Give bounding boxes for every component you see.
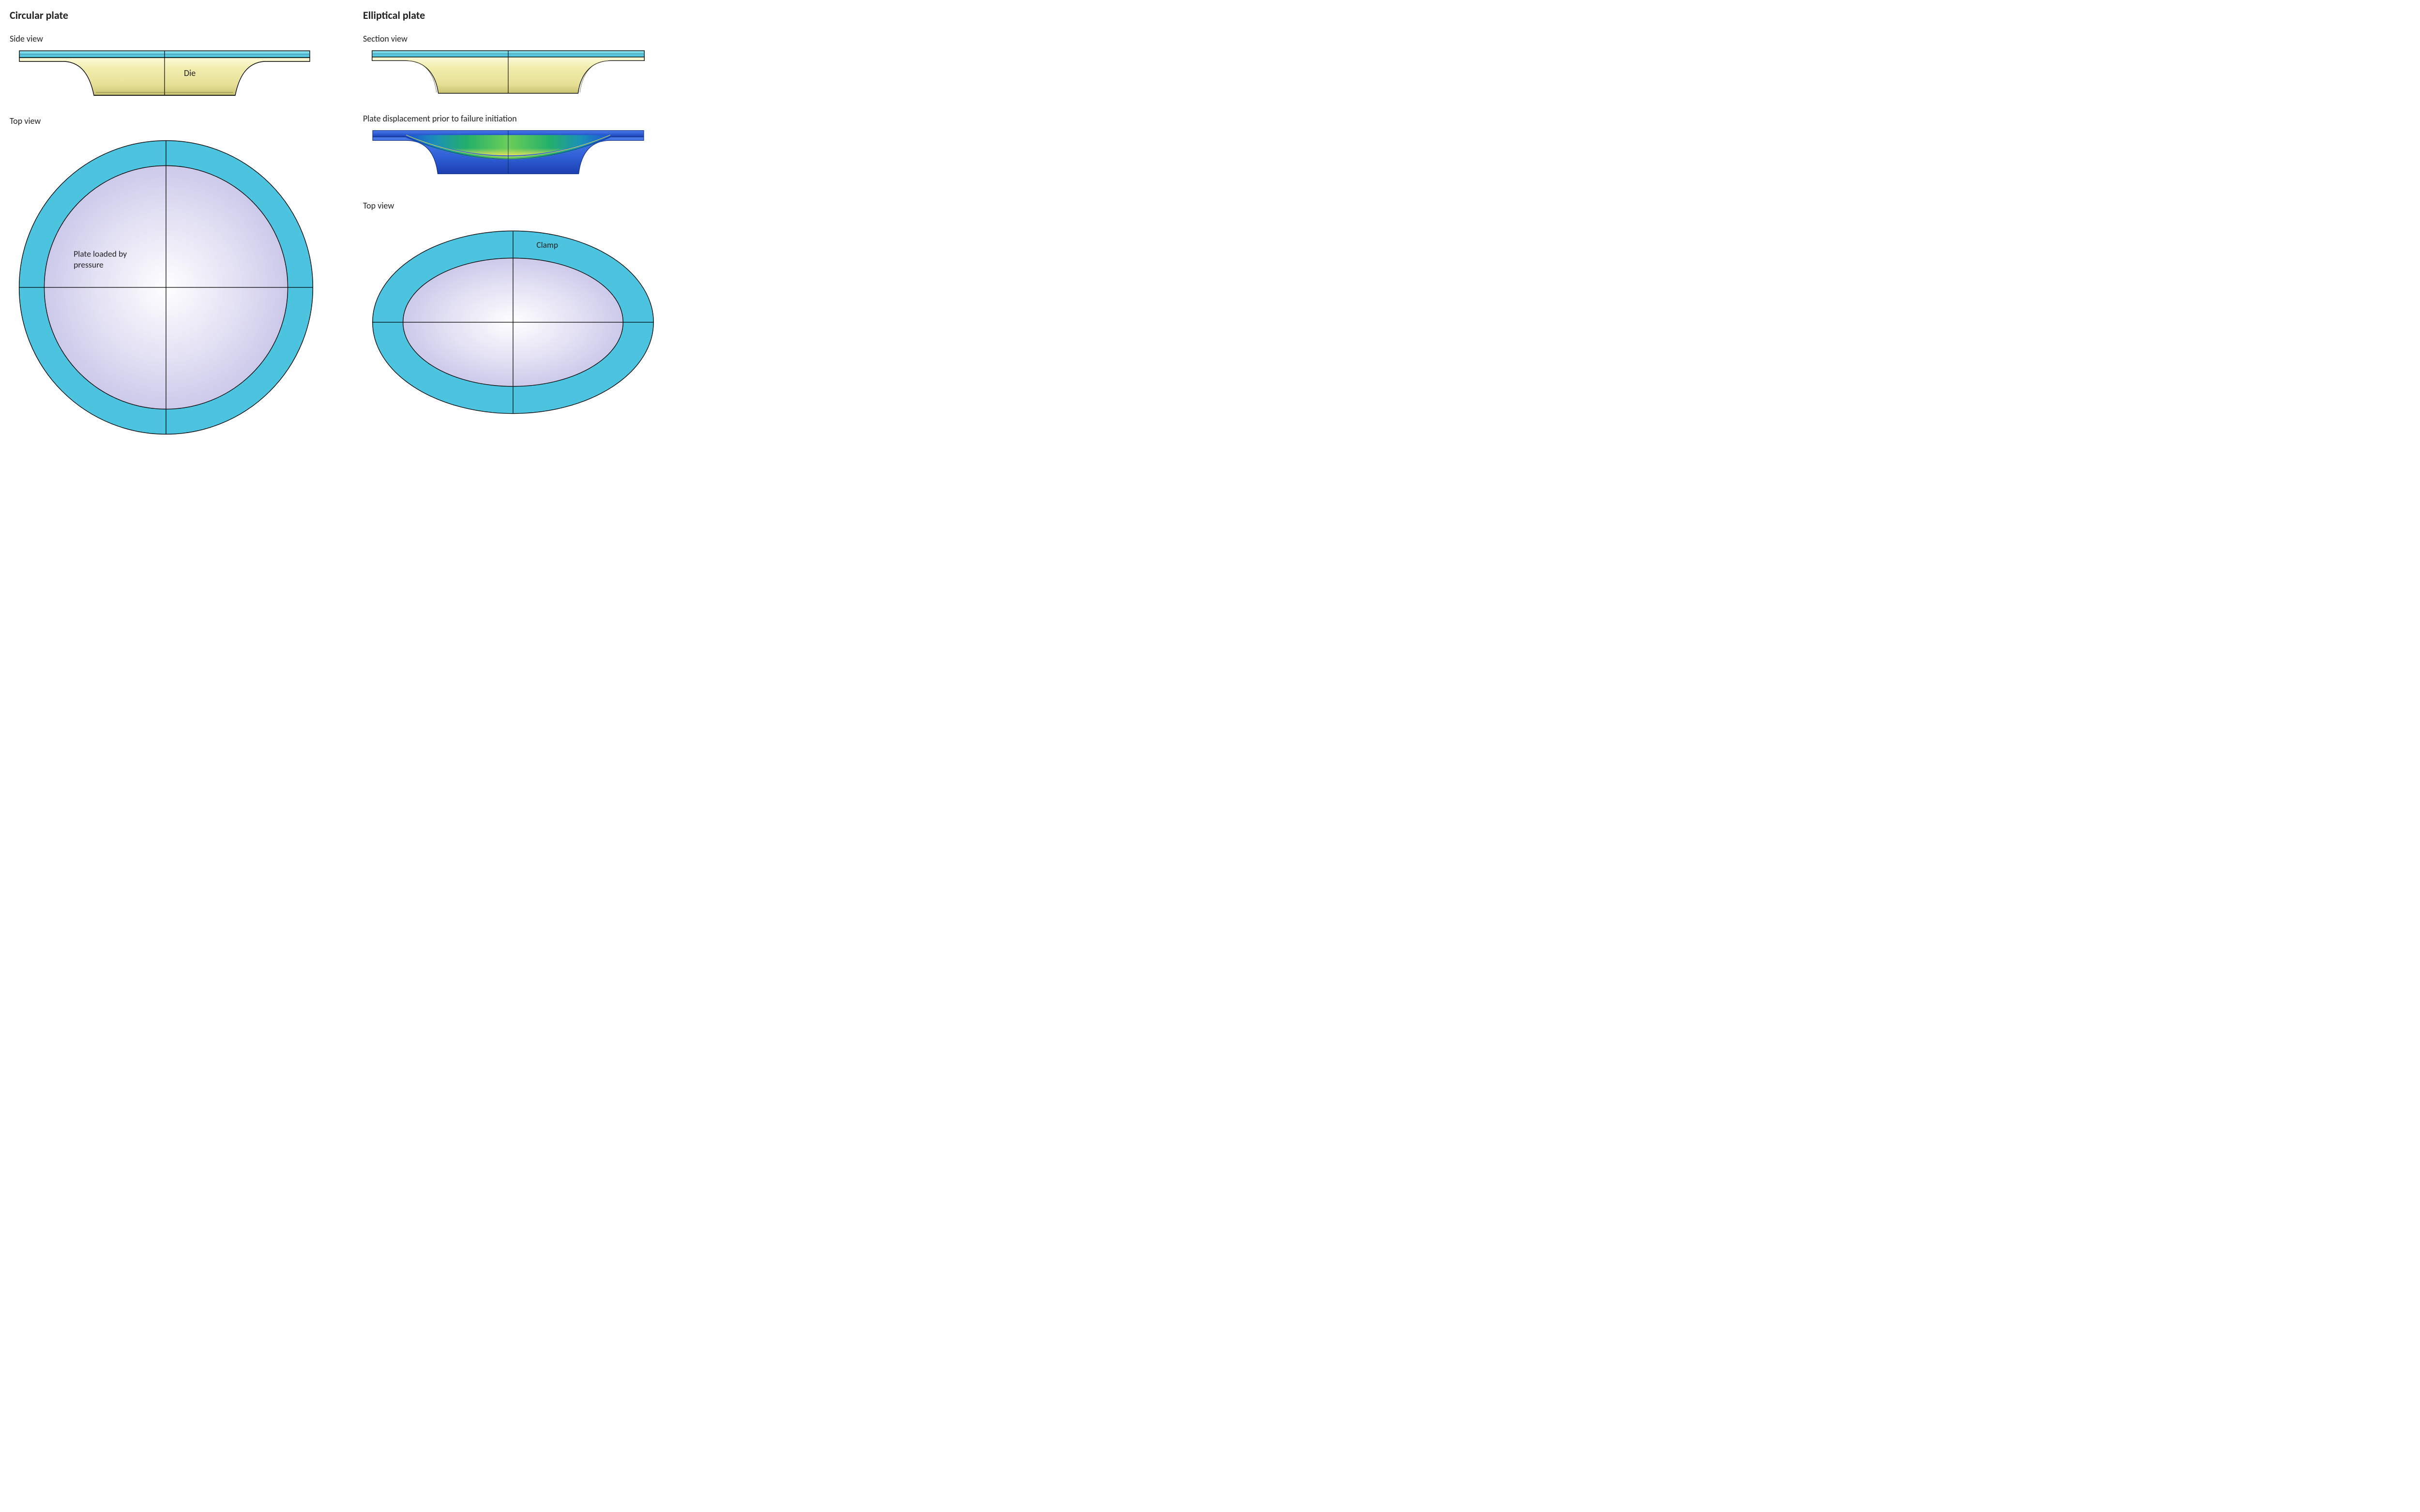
elliptical-displacement-figure: [363, 129, 687, 183]
circular-sideview-figure: Die: [10, 49, 334, 102]
elliptical-title: Elliptical plate: [363, 9, 687, 22]
clamp-annotation: Clamp: [536, 240, 558, 250]
plate-annotation-line2: pressure: [74, 259, 104, 270]
die-annotation: Die: [184, 68, 196, 78]
right-column: Elliptical plate Section view: [363, 9, 687, 457]
elliptical-section-figure: [363, 49, 687, 100]
circular-topview-block: Top view: [10, 116, 334, 444]
elliptical-topview-label: Top view: [363, 200, 687, 211]
elliptical-section-block: Section view: [363, 33, 687, 100]
circular-topview-label: Top view: [10, 116, 334, 126]
elliptical-topview-figure: Clamp: [363, 222, 687, 423]
elliptical-displacement-block: Plate displacement prior to failure init…: [363, 113, 687, 183]
circular-topview-figure: Plate loaded by pressure: [10, 131, 334, 444]
circular-sideview-label: Side view: [10, 33, 334, 44]
plate-annotation-line1: Plate loaded by: [74, 248, 127, 259]
elliptical-topview-block: Top view: [363, 200, 687, 423]
elliptical-section-label: Section view: [363, 33, 687, 44]
elliptical-displacement-label: Plate displacement prior to failure init…: [363, 113, 687, 124]
circular-sideview-block: Side view: [10, 33, 334, 102]
left-column: Circular plate Side view: [10, 9, 334, 457]
circular-title: Circular plate: [10, 9, 334, 22]
